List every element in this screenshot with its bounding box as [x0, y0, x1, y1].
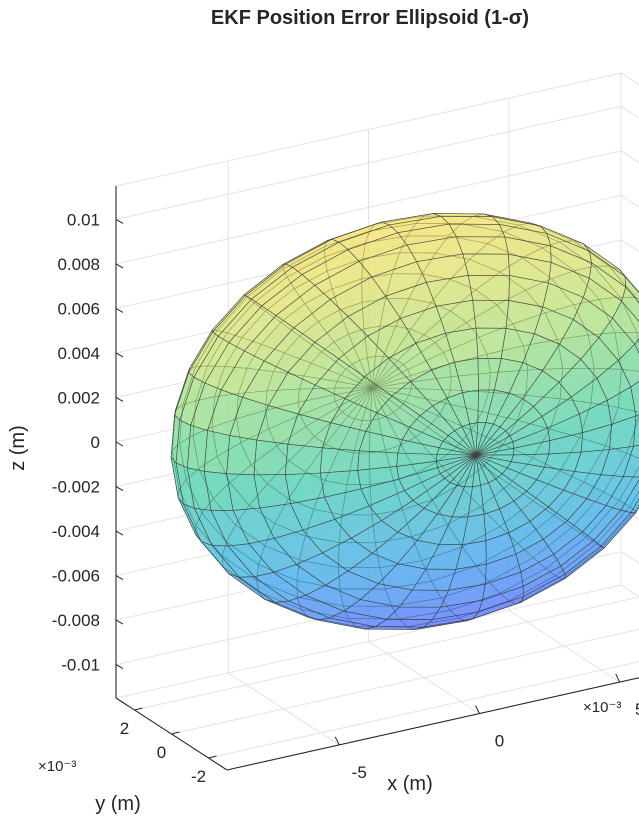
ellipsoid-face — [253, 474, 291, 509]
y-tick-label: 0 — [157, 743, 166, 762]
ellipsoid-face — [462, 253, 510, 276]
ellipsoid-face — [634, 338, 639, 354]
z-tick-mark — [115, 664, 124, 670]
grid-line — [620, 150, 639, 164]
y-tick-mark — [171, 731, 180, 735]
z-tick-label: -0.008 — [52, 611, 100, 630]
ellipsoid-face — [472, 299, 510, 329]
z-tick-mark — [115, 530, 124, 536]
box-edge — [115, 584, 622, 699]
y-tick-label: -2 — [191, 767, 206, 786]
ellipsoid-face — [226, 435, 258, 476]
grid-line — [115, 150, 622, 265]
ellipsoid-face — [448, 223, 506, 238]
ellipsoid-face — [475, 327, 507, 359]
z-tick-label: -0.01 — [61, 656, 100, 675]
ellipsoid-face — [253, 439, 289, 476]
ellipsoid-face — [319, 447, 360, 474]
grid-line — [620, 105, 639, 119]
y-tick-mark — [134, 707, 143, 711]
z-tick-mark — [115, 263, 124, 269]
x-tick-label: -5 — [352, 763, 367, 782]
ellipsoid-face — [440, 215, 501, 225]
x-tick-mark — [615, 673, 621, 683]
grid-line — [134, 596, 639, 711]
z-tick-label: 0.006 — [57, 299, 100, 318]
box-edge — [620, 584, 639, 598]
grid-line — [620, 195, 639, 208]
z-tick-label: 0 — [91, 433, 100, 452]
z-tick-mark — [115, 575, 124, 580]
grid-line — [171, 628, 639, 735]
z-tick-label: -0.006 — [52, 567, 100, 586]
box-edge — [620, 72, 639, 86]
y-exponent-label: ×10⁻³ — [38, 758, 76, 775]
ellipsoid-face — [284, 443, 323, 475]
z-tick-label: -0.002 — [52, 478, 100, 497]
x-tick-mark — [475, 705, 480, 714]
z-tick-mark — [115, 308, 124, 313]
z-axis-label: z (m) — [7, 425, 29, 471]
z-tick-mark — [115, 619, 124, 625]
ellipsoid-face — [467, 274, 510, 301]
z-tick-label: 0.004 — [57, 344, 100, 363]
grid-line — [208, 661, 639, 759]
y-tick-label: 2 — [120, 719, 129, 738]
tick-labels: 0.01 0.008 0.006 0.004 0.002 0 -0.002 -0.004 -0.… — [52, 210, 639, 786]
grid-line — [620, 551, 639, 564]
y-tick-mark — [208, 755, 217, 759]
z-tick-mark — [115, 218, 124, 224]
z-tick-mark — [115, 441, 124, 447]
z-tick-mark — [115, 397, 124, 402]
z-tick-label: 0.002 — [57, 388, 100, 407]
x-tick-label: 0 — [495, 732, 504, 751]
z-tick-mark — [115, 352, 124, 358]
x-tick-mark — [334, 736, 340, 746]
x-axis-label: x (m) — [387, 773, 433, 795]
z-tick-label: -0.004 — [52, 522, 100, 541]
chart-title: EKF Position Error Ellipsoid (1-σ) — [211, 7, 529, 29]
box-edge — [115, 72, 622, 187]
ellipsoid-surface — [170, 213, 639, 630]
z-tick-mark — [115, 486, 124, 491]
x-exponent-label: ×10⁻³ — [583, 699, 621, 716]
ellipsoid-face — [203, 430, 231, 475]
grid-line — [115, 105, 622, 220]
axes-lines — [115, 186, 639, 771]
x-tick-label: 5 — [635, 700, 639, 719]
x-axis-line — [226, 677, 639, 771]
y-axis-label: y (m) — [95, 793, 141, 815]
ellipsoid-face — [455, 236, 509, 255]
z-tick-label: 0.008 — [57, 255, 100, 274]
z-tick-label: 0.01 — [67, 210, 100, 229]
